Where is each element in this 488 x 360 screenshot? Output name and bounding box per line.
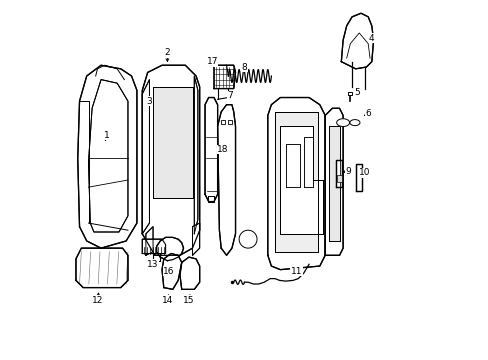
Polygon shape	[142, 80, 149, 234]
Bar	[227, 120, 232, 125]
Polygon shape	[336, 119, 349, 126]
Polygon shape	[267, 98, 325, 270]
Text: 9: 9	[345, 167, 351, 176]
Polygon shape	[145, 226, 153, 255]
Polygon shape	[274, 112, 317, 252]
Text: 16: 16	[163, 267, 175, 276]
Polygon shape	[329, 126, 339, 241]
Polygon shape	[88, 80, 128, 232]
Bar	[347, 92, 352, 95]
Polygon shape	[325, 108, 343, 255]
Polygon shape	[192, 223, 199, 255]
Text: 1: 1	[103, 131, 109, 140]
Polygon shape	[204, 98, 217, 202]
Polygon shape	[142, 239, 165, 253]
Polygon shape	[341, 13, 373, 69]
Polygon shape	[194, 76, 198, 234]
Text: 13: 13	[147, 260, 159, 269]
Polygon shape	[156, 237, 183, 261]
Text: 5: 5	[354, 87, 360, 96]
Polygon shape	[349, 120, 359, 126]
Polygon shape	[335, 160, 342, 187]
Polygon shape	[217, 105, 235, 255]
Bar	[221, 120, 224, 125]
Text: 17: 17	[206, 57, 218, 66]
Text: 8: 8	[241, 63, 247, 72]
Polygon shape	[142, 65, 199, 255]
Polygon shape	[285, 144, 300, 187]
Polygon shape	[280, 126, 323, 234]
Polygon shape	[239, 230, 257, 248]
Polygon shape	[180, 257, 199, 289]
Text: 10: 10	[358, 168, 369, 177]
Text: 3: 3	[146, 96, 152, 105]
Text: 4: 4	[368, 34, 374, 43]
Polygon shape	[153, 87, 192, 198]
Text: 18: 18	[217, 145, 228, 154]
Bar	[336, 175, 341, 182]
Polygon shape	[207, 196, 214, 202]
Text: 7: 7	[227, 91, 233, 100]
Polygon shape	[303, 137, 312, 187]
Polygon shape	[162, 253, 182, 289]
Text: 14: 14	[162, 296, 173, 305]
Text: 6: 6	[365, 109, 370, 118]
Text: 15: 15	[183, 296, 194, 305]
Text: 2: 2	[164, 48, 170, 57]
Polygon shape	[355, 164, 362, 191]
Polygon shape	[78, 65, 137, 248]
Text: 12: 12	[92, 296, 103, 305]
Text: 11: 11	[290, 267, 302, 276]
Polygon shape	[76, 248, 128, 288]
Polygon shape	[214, 65, 235, 89]
